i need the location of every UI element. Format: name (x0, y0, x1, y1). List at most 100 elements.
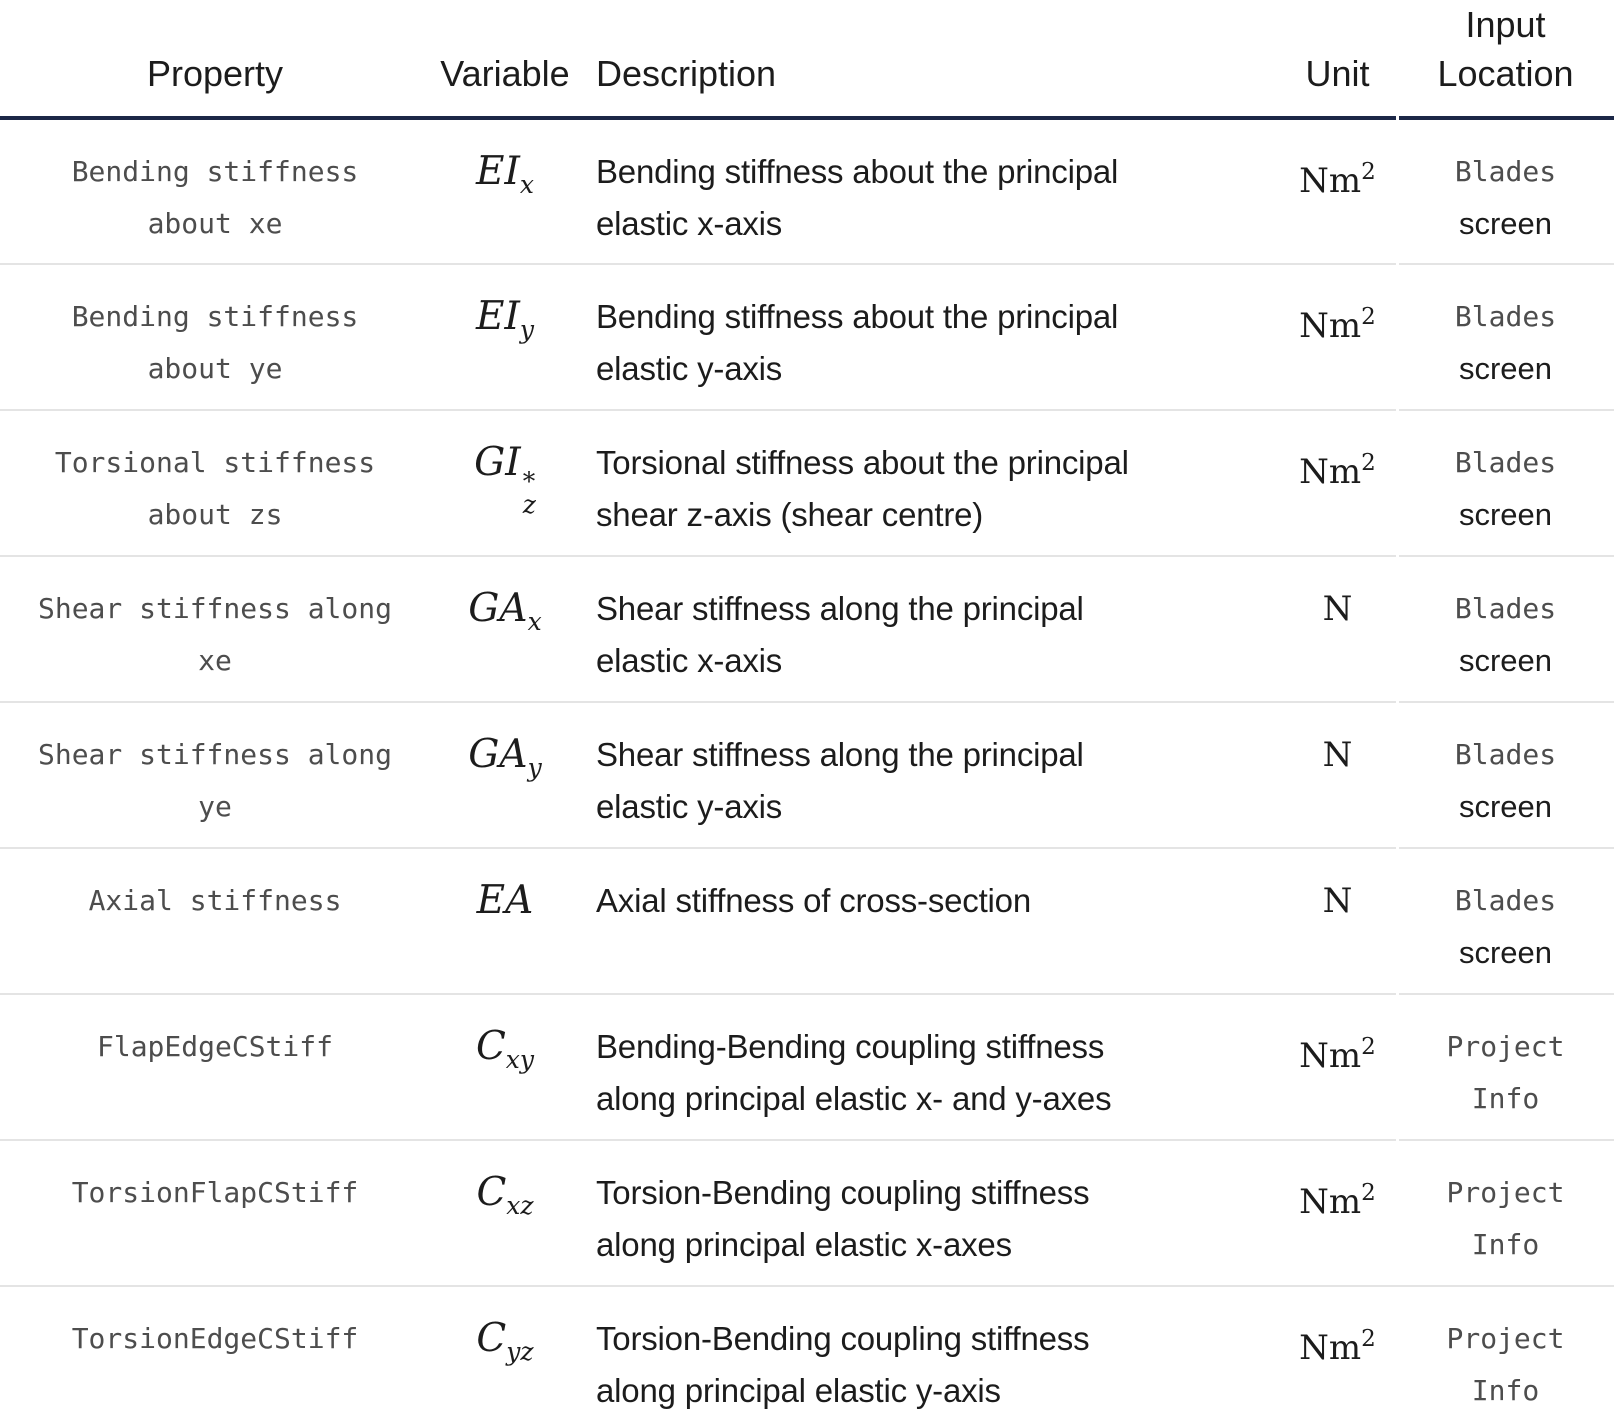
location-line: Info (1471, 1082, 1540, 1115)
variable-cell: GI * z (430, 410, 580, 557)
unit-value: Nm (1299, 1182, 1362, 1222)
column-header-variable: Variable (430, 0, 580, 120)
property-cell: FlapEdgeCStiff (0, 994, 430, 1141)
unit-value: N (1322, 735, 1353, 775)
description-line: Torsion-Bending coupling stiffness (596, 1174, 1090, 1211)
description-line: Torsional stiffness about the principal (596, 444, 1129, 481)
location-line: Info (1471, 1228, 1540, 1261)
location-line: screen (1458, 206, 1553, 241)
variable-cell: EIx (430, 118, 580, 265)
location-line: Blades (1454, 300, 1557, 333)
variable-base: EI (476, 149, 520, 194)
location-line: Blades (1454, 155, 1557, 188)
input-location-cell: Blades screen (1397, 848, 1614, 995)
description-cell: Torsion-Bending coupling stiffness along … (580, 1286, 1230, 1419)
input-location-cell: Blades screen (1397, 702, 1614, 849)
input-location-cell: Project Info (1397, 994, 1614, 1141)
unit-cell: N (1230, 556, 1397, 703)
location-line: screen (1458, 789, 1553, 824)
location-line: screen (1458, 351, 1553, 386)
property-line: ye (198, 790, 232, 823)
unit-cell: Nm2 (1230, 118, 1397, 265)
unit-cell: N (1230, 848, 1397, 995)
description-line: along principal elastic x- and y-axes (596, 1080, 1112, 1117)
variable-subscript: xy (505, 1045, 535, 1074)
unit-exponent: 2 (1361, 1326, 1376, 1352)
unit-value: Nm (1299, 306, 1362, 346)
property-cell: Torsional stiffness about zs (0, 410, 430, 557)
unit-exponent: 2 (1361, 1180, 1376, 1206)
variable-cell: GAy (430, 702, 580, 849)
description-line: Shear stiffness along the principal (596, 590, 1084, 627)
variable-cell: EIy (430, 264, 580, 411)
location-line: Blades (1454, 884, 1557, 917)
property-line: about zs (147, 498, 283, 531)
property-cell: Shear stiffness along ye (0, 702, 430, 849)
variable-subscript: x (519, 170, 534, 199)
property-cell: TorsionEdgeCStiff (0, 1286, 430, 1419)
description-line: along principal elastic y-axis (596, 1372, 1001, 1409)
description-cell: Shear stiffness along the principal elast… (580, 556, 1230, 703)
location-line: Blades (1454, 446, 1557, 479)
variable-subscript: x (527, 607, 542, 636)
location-line: Project (1446, 1176, 1565, 1209)
location-line: Info (1471, 1374, 1540, 1407)
column-header-unit: Unit (1230, 0, 1397, 120)
table-row: TorsionEdgeCStiff Cyz Torsion-Bending co… (0, 1286, 1614, 1419)
column-header-property: Property (0, 0, 430, 120)
variable-base: C (476, 1316, 507, 1361)
input-location-cell: Project Info (1397, 1286, 1614, 1419)
unit-cell: Nm2 (1230, 410, 1397, 557)
description-line: elastic y-axis (596, 788, 783, 825)
unit-exponent: 2 (1361, 450, 1376, 476)
input-location-cell: Blades screen (1397, 410, 1614, 557)
property-line: Bending stiffness (71, 300, 359, 333)
property-cell: Bending stiffness about ye (0, 264, 430, 411)
property-line: Bending stiffness (71, 155, 359, 188)
description-cell: Shear stiffness along the principal elast… (580, 702, 1230, 849)
location-line: screen (1458, 643, 1553, 678)
description-cell: Torsion-Bending coupling stiffness along … (580, 1140, 1230, 1287)
description-line: shear z-axis (shear centre) (596, 496, 984, 533)
unit-value: Nm (1299, 161, 1362, 201)
table-row: Axial stiffness EA Axial stiffness of cr… (0, 848, 1614, 995)
property-line: about xe (147, 207, 283, 240)
variable-cell: Cxz (430, 1140, 580, 1287)
description-line: elastic x-axis (596, 205, 783, 242)
property-cell: Bending stiffness about xe (0, 118, 430, 265)
variable-subscript: z (522, 490, 536, 519)
column-header-input-location: Input Location (1397, 0, 1614, 120)
variable-cell: Cxy (430, 994, 580, 1141)
location-line: Blades (1454, 738, 1557, 771)
description-cell: Bending-Bending coupling stiffness along … (580, 994, 1230, 1141)
unit-value: Nm (1299, 452, 1362, 492)
description-line: elastic y-axis (596, 350, 783, 387)
unit-exponent: 2 (1361, 304, 1376, 330)
variable-subscript: y (527, 753, 542, 782)
location-line: Project (1446, 1030, 1565, 1063)
property-line: TorsionFlapCStiff (71, 1176, 359, 1209)
input-location-cell: Blades screen (1397, 118, 1614, 265)
property-cell: TorsionFlapCStiff (0, 1140, 430, 1287)
property-cell: Axial stiffness (0, 848, 430, 995)
property-line: Torsional stiffness (54, 446, 376, 479)
unit-exponent: 2 (1361, 1034, 1376, 1060)
unit-cell: N (1230, 702, 1397, 849)
variable-cell: Cyz (430, 1286, 580, 1419)
variable-cell: EA (430, 848, 580, 995)
table-row: TorsionFlapCStiff Cxz Torsion-Bending co… (0, 1140, 1614, 1287)
description-line: Bending stiffness about the principal (596, 298, 1119, 335)
variable-base: GA (468, 732, 528, 777)
table-row: Shear stiffness along xe GAx Shear stiffn… (0, 556, 1614, 703)
description-line: Axial stiffness of cross-section (596, 882, 1031, 919)
property-line: Axial stiffness (88, 884, 342, 917)
table-row: Torsional stiffness about zs GI * z Torsion… (0, 410, 1614, 557)
variable-superscript: * (522, 467, 536, 496)
location-line: screen (1458, 497, 1553, 532)
description-cell: Axial stiffness of cross-section (580, 848, 1230, 995)
variable-cell: GAx (430, 556, 580, 703)
description-line: Shear stiffness along the principal (596, 736, 1084, 773)
description-line: elastic x-axis (596, 642, 783, 679)
variable-base: EI (476, 294, 520, 339)
